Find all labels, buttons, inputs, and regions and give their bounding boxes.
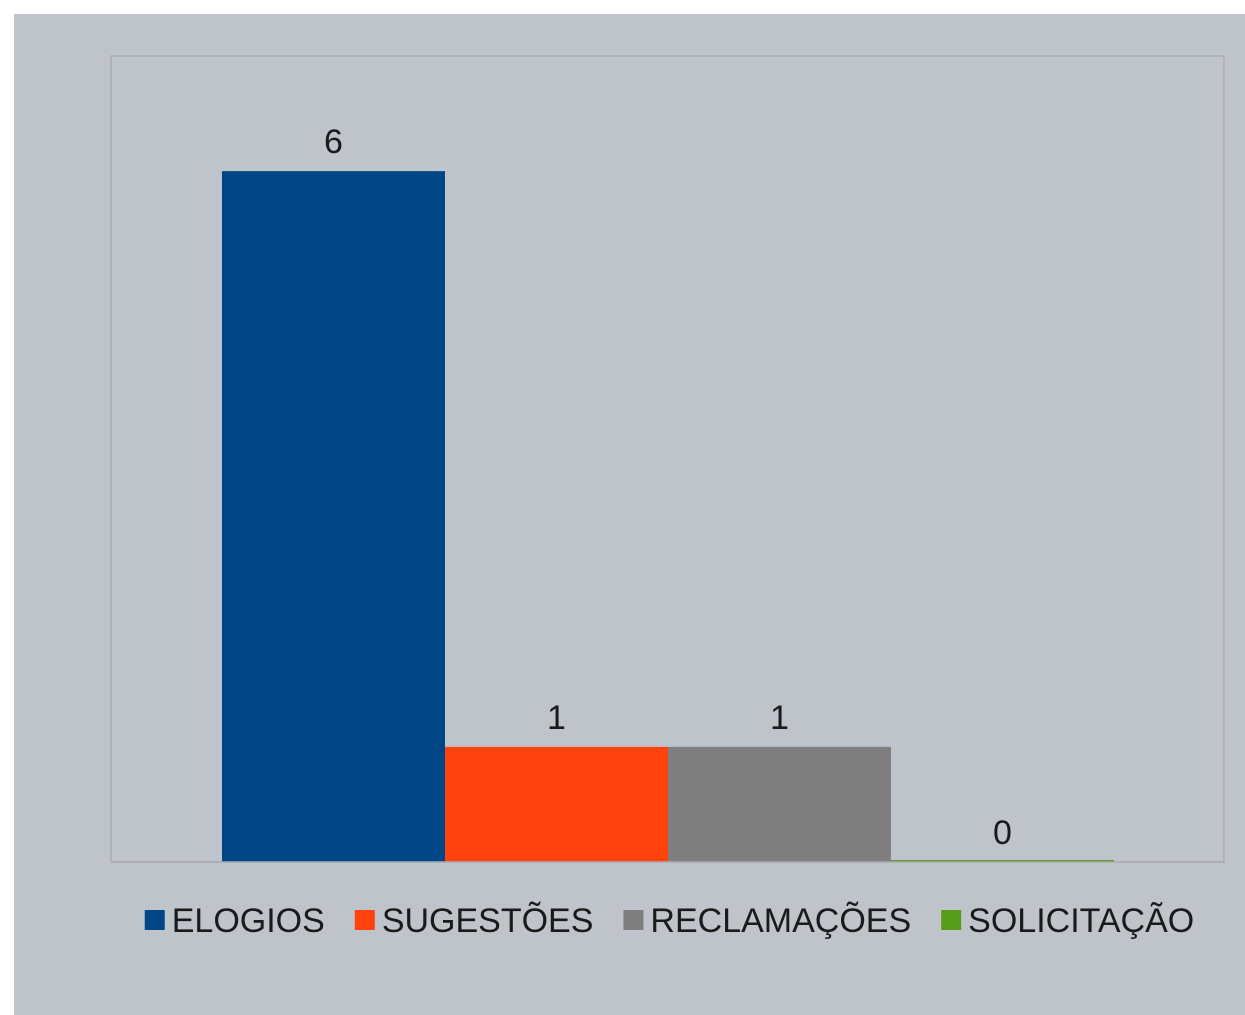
data-label-elogios: 6: [324, 123, 343, 161]
legend-label-solicitacao: SOLICITAÇÃO: [968, 902, 1194, 940]
bar-chart: 6 1 1 0 ELOGIOS SUGESTÕES RECLAMAÇÕES SOLICITA…: [14, 14, 1245, 1015]
data-labels-layer: 6 1 1 0: [324, 123, 1012, 852]
data-label-reclamacoes: 1: [770, 699, 789, 737]
chart-area: 6 1 1 0 ELOGIOS SUGESTÕES RECLAMAÇÕES SOLICITA…: [14, 14, 1245, 1015]
legend-label-sugestoes: SUGESTÕES: [382, 902, 594, 940]
bar-sugestoes: [445, 746, 668, 862]
bar-solicitacao: [891, 860, 1114, 862]
legend-swatch-reclamacoes: [623, 910, 644, 930]
legend-item-solicitacao: SOLICITAÇÃO: [941, 902, 1194, 940]
legend-swatch-sugestoes: [354, 910, 375, 930]
bars-layer: [222, 171, 1114, 863]
bar-reclamacoes: [668, 746, 891, 862]
legend-label-elogios: ELOGIOS: [172, 902, 325, 940]
bar-elogios: [222, 171, 445, 863]
chart-background: [14, 14, 1245, 1015]
legend-label-reclamacoes: RECLAMAÇÕES: [650, 902, 911, 940]
legend-item-sugestoes: SUGESTÕES: [354, 902, 594, 940]
legend: ELOGIOS SUGESTÕES RECLAMAÇÕES SOLICITAÇÃO: [144, 902, 1194, 940]
data-label-sugestoes: 1: [547, 699, 566, 737]
data-label-solicitacao: 0: [993, 814, 1012, 852]
legend-item-reclamacoes: RECLAMAÇÕES: [623, 902, 911, 940]
legend-swatch-elogios: [144, 910, 165, 930]
legend-swatch-solicitacao: [941, 910, 962, 930]
legend-item-elogios: ELOGIOS: [144, 902, 325, 940]
